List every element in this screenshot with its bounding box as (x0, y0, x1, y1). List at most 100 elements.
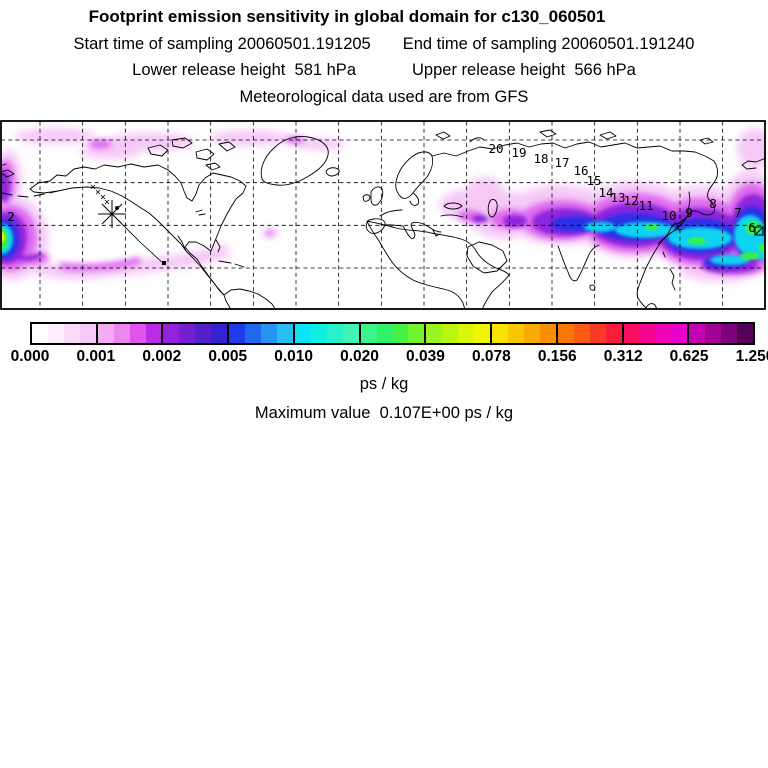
trajectory-day-label: 15 (586, 173, 601, 188)
dateline-square-marker (754, 226, 764, 236)
colorbar-cell (376, 324, 393, 343)
colorbar-cell (63, 324, 80, 343)
colorbar-segment (555, 324, 622, 343)
colorbar-cell (360, 324, 377, 343)
trajectory-day-label: 16 (573, 163, 588, 178)
colorbar-tick-label: 0.010 (274, 348, 314, 365)
trajectory-day-label: 12 (623, 193, 638, 208)
trajectory-day-label: 19 (511, 145, 526, 160)
colorbar-cell (539, 324, 556, 343)
trajectory-day-label: 18 (533, 151, 548, 166)
colorbar-tick-label: 0.312 (603, 348, 643, 365)
colorbar-cell (294, 324, 311, 343)
plume-level-cyan (1, 215, 765, 265)
trajectory-day-label: 17 (554, 155, 569, 170)
sensitivity-plume (1, 128, 765, 282)
colorbar-cell (639, 324, 656, 343)
colorbar-cell (589, 324, 606, 343)
map-border (0, 120, 766, 310)
colorbar-tick-label: 0.000 (10, 348, 50, 365)
colorbar-cell (79, 324, 96, 343)
colorbar-cell (474, 324, 491, 343)
colorbar-tick-label: 1.250 (735, 348, 768, 365)
colorbar-segment (227, 324, 293, 343)
trajectory-day-label: 11 (638, 198, 653, 213)
colorbar-segment (490, 324, 556, 343)
graticule-gridlines (1, 121, 765, 309)
colorbar-cell (721, 324, 738, 343)
colorbar-segment (424, 324, 491, 343)
plume-level-green (1, 221, 765, 260)
colorbar-tick-label: 0.020 (340, 348, 379, 365)
trajectory-day-label: 2 (7, 209, 15, 224)
colorbar-cell (195, 324, 212, 343)
colorbar-cell (557, 324, 574, 343)
trajectory-day-label: 14 (598, 185, 613, 200)
colorbar-segment (687, 324, 754, 343)
colorbar-cell (689, 324, 706, 343)
colorbar-cell (179, 324, 196, 343)
colorbar-cell (211, 324, 228, 343)
markers (90, 184, 764, 265)
colorbar-cell (737, 324, 754, 343)
colorbar-cell (145, 324, 162, 343)
colorbar-units-label: ps / kg (359, 375, 409, 393)
colorbar-cell (426, 324, 443, 343)
upper-release-text: Upper release height 566 hPa (412, 61, 636, 79)
colorbar (30, 322, 755, 345)
colorbar-cell (32, 324, 48, 343)
colorbar-cell (458, 324, 475, 343)
trajectory-day-label: 13 (610, 190, 625, 205)
colorbar-segment (32, 324, 96, 343)
colorbar-cell (97, 324, 114, 343)
lower-release-text: Lower release height 581 hPa (132, 61, 356, 79)
colorbar-cell (508, 324, 525, 343)
page-title: Footprint emission sensitivity in global… (88, 7, 606, 26)
colorbar-cell (671, 324, 688, 343)
trajectory-day-label: 9 (685, 205, 693, 220)
colorbar-tick-label: 0.039 (406, 348, 445, 365)
colorbar-cell (442, 324, 459, 343)
colorbar-cell (342, 324, 359, 343)
colorbar-cell (326, 324, 343, 343)
track-end-square (162, 261, 166, 265)
colorbar-cell (245, 324, 262, 343)
met-source-text: Meteorological data used are from GFS (239, 88, 529, 106)
trajectory-day-label: 7 (734, 205, 742, 220)
colorbar-segment (161, 324, 228, 343)
colorbar-cell (261, 324, 278, 343)
start-time-text: Start time of sampling 20060501.191205 (73, 35, 371, 53)
colorbar-cell (392, 324, 409, 343)
colorbar-cell (129, 324, 146, 343)
colorbar-cell (623, 324, 640, 343)
colorbar-segment (358, 324, 425, 343)
colorbar-cell (605, 324, 622, 343)
colorbar-cell (705, 324, 722, 343)
colorbar-tick-label: 0.625 (669, 348, 709, 365)
colorbar-segment (292, 324, 359, 343)
release-heights-line: Lower release height 581 hPa Upper relea… (0, 61, 768, 80)
track-start-dot (115, 206, 119, 210)
colorbar-tick-label: 0.156 (537, 348, 577, 365)
colorbar-cell (47, 324, 64, 343)
coastlines (0, 129, 766, 310)
colorbar-cell (310, 324, 327, 343)
colorbar-cell (573, 324, 590, 343)
colorbar-cell (277, 324, 293, 343)
max-value-text: Maximum value 0.107E+00 ps / kg (254, 404, 514, 422)
colorbar-segment (95, 324, 162, 343)
trajectory-day-label: 8 (709, 196, 717, 211)
colorbar-cell (113, 324, 130, 343)
flight-track-line (111, 213, 165, 265)
colorbar-cell (408, 324, 425, 343)
colorbar-cell (229, 324, 246, 343)
trajectory-day-label: 6 (748, 220, 756, 235)
flight-track-ticks (90, 184, 110, 205)
colorbar-cell (163, 324, 180, 343)
trajectory-day-label: 20 (488, 141, 503, 156)
colorbar-tick-label: 0.005 (208, 348, 248, 365)
colorbar-cell (524, 324, 540, 343)
colorbar-cell (655, 324, 672, 343)
